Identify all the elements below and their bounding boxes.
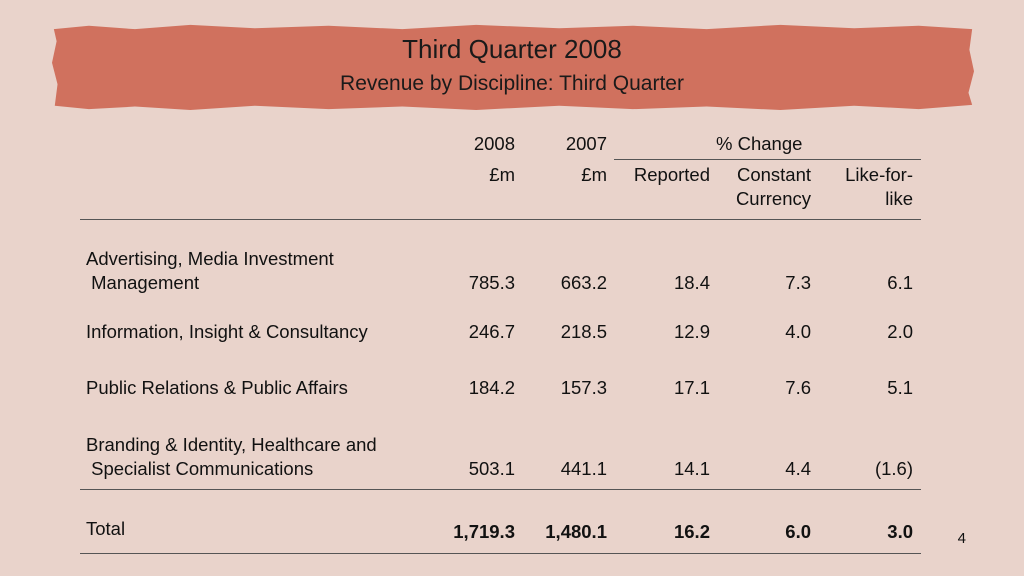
row-2008: 184.2 bbox=[468, 377, 515, 398]
row-label-cont: Management bbox=[86, 272, 200, 293]
total-divider bbox=[80, 489, 921, 490]
header-constant: Constant bbox=[736, 164, 811, 185]
slide-title: Third Quarter 2008 bbox=[402, 34, 622, 64]
row-lfl: 6.1 bbox=[887, 272, 913, 293]
total-constant: 6.0 bbox=[785, 521, 811, 542]
slide-subtitle: Revenue by Discipline: Third Quarter bbox=[340, 72, 684, 95]
row-reported: 12.9 bbox=[673, 321, 710, 342]
row-label: Information, Insight & Consultancy bbox=[86, 321, 368, 342]
row-2008: 503.1 bbox=[468, 458, 515, 479]
header-like-for: Like-for- bbox=[845, 164, 913, 185]
header-unit-2008: £m bbox=[489, 164, 515, 185]
row-2008: 785.3 bbox=[468, 272, 515, 293]
row-2008: 246.7 bbox=[468, 321, 515, 342]
row-constant: 4.4 bbox=[785, 458, 811, 479]
row-label-cont: Specialist Communications bbox=[86, 458, 314, 479]
header-2008: 2008 bbox=[473, 133, 515, 154]
row-constant: 4.0 bbox=[785, 321, 811, 342]
total-2008: 1,719.3 bbox=[453, 521, 515, 542]
row-label: Advertising, Media Investment bbox=[86, 248, 334, 269]
row-reported: 14.1 bbox=[673, 458, 710, 479]
row-2007: 218.5 bbox=[560, 321, 607, 342]
title-banner bbox=[52, 24, 974, 110]
row-lfl: 2.0 bbox=[887, 321, 913, 342]
total-lfl: 3.0 bbox=[887, 521, 913, 542]
total-reported: 16.2 bbox=[673, 521, 710, 542]
page-number: 4 bbox=[957, 530, 966, 547]
header-currency: Currency bbox=[735, 188, 811, 209]
row-2007: 663.2 bbox=[560, 272, 607, 293]
row-lfl: 5.1 bbox=[887, 377, 913, 398]
row-reported: 17.1 bbox=[673, 377, 710, 398]
header-divider bbox=[80, 219, 921, 220]
row-reported: 18.4 bbox=[673, 272, 710, 293]
header-reported: Reported bbox=[633, 164, 710, 185]
row-label: Public Relations & Public Affairs bbox=[86, 377, 348, 398]
row-label: Branding & Identity, Healthcare and bbox=[86, 434, 377, 455]
table-bottom-rule bbox=[80, 553, 921, 554]
header-pct-change: % Change bbox=[716, 133, 803, 154]
row-2007: 157.3 bbox=[560, 377, 607, 398]
row-constant: 7.6 bbox=[785, 377, 811, 398]
row-constant: 7.3 bbox=[785, 272, 811, 293]
row-2007: 441.1 bbox=[560, 458, 607, 479]
header-2007: 2007 bbox=[565, 133, 607, 154]
total-2007: 1,480.1 bbox=[545, 521, 607, 542]
pct-change-underline bbox=[614, 159, 921, 160]
header-like: like bbox=[885, 188, 913, 209]
header-unit-2007: £m bbox=[581, 164, 607, 185]
total-label: Total bbox=[86, 518, 126, 539]
row-lfl: (1.6) bbox=[874, 458, 913, 479]
